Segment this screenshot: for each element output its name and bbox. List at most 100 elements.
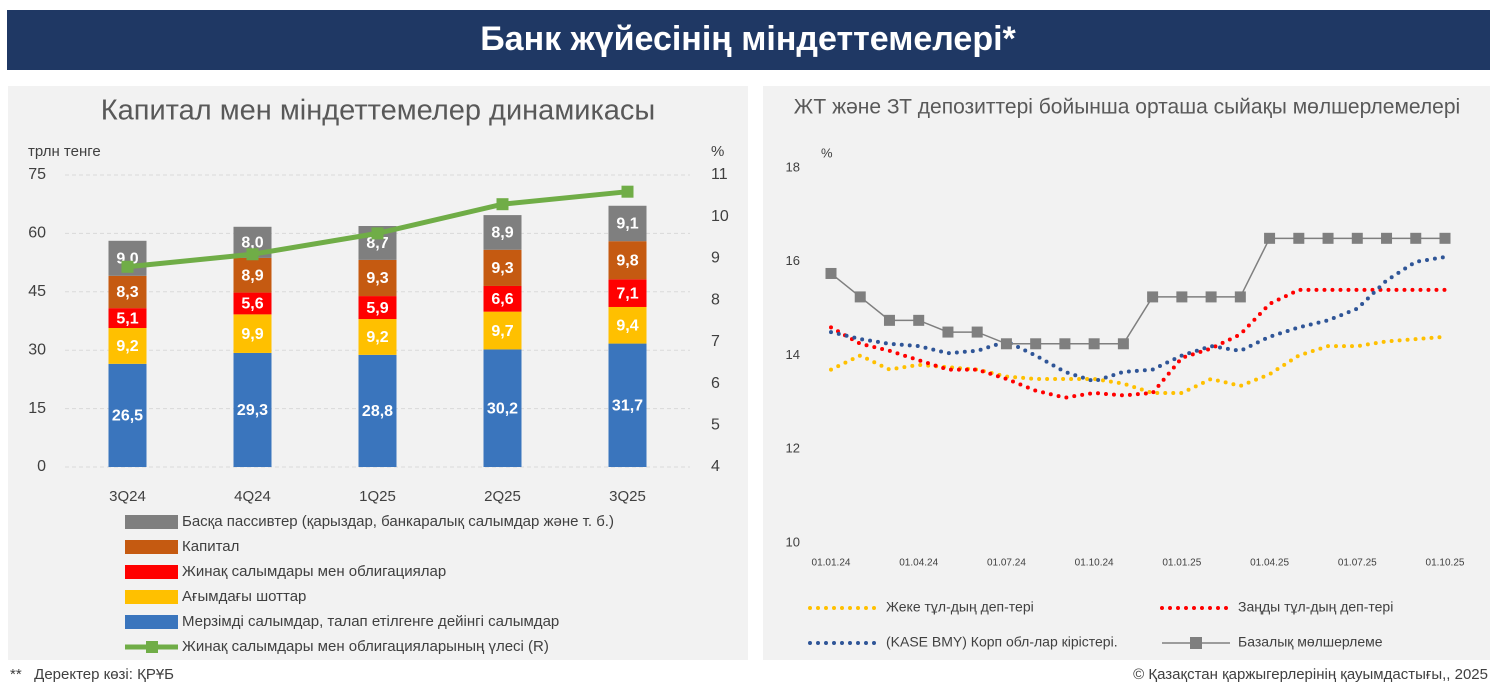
header-title: Банк жүйесінің міндеттемелері* (480, 20, 1016, 58)
y2-axis-label: % (711, 143, 724, 160)
x-tick-label: 01.01.25 (1162, 558, 1201, 569)
line-marker (1117, 338, 1129, 350)
line-marker (1059, 338, 1071, 350)
line-marker (1381, 232, 1393, 244)
line-marker (1293, 232, 1305, 244)
y-tick-label: 60 (28, 225, 46, 242)
line (829, 255, 1447, 384)
x-tick-label: 3Q25 (609, 488, 646, 505)
line-marker (496, 198, 509, 211)
line-marker (1351, 232, 1363, 244)
legend-label: Заңды тұл-дың деп-тері (1238, 599, 1393, 615)
bar-segment (483, 349, 522, 467)
bar-segment (483, 311, 522, 350)
line-marker (1030, 338, 1042, 350)
y-tick-label: 30 (28, 341, 46, 358)
line-marker (942, 326, 954, 338)
bar-segment (108, 275, 147, 309)
bar-segment (233, 257, 272, 293)
line (830, 237, 1445, 345)
right-panel (763, 86, 1490, 660)
y-axis-label: трлн тенге (28, 143, 101, 160)
line-marker (1147, 291, 1159, 303)
value-label: 8,3 (116, 284, 138, 301)
footer-source: ** Деректер көзі: ҚРҰБ (10, 666, 174, 683)
value-label: 9,3 (491, 260, 513, 277)
value-label: 5,6 (241, 296, 263, 313)
y2-tick-label: 8 (711, 291, 720, 308)
value-label: 9,4 (616, 318, 638, 335)
legend-swatch (125, 590, 178, 604)
chart-title: ЖТ және ЗТ депозиттері бойынша орташа сы… (794, 96, 1460, 119)
legend-swatch (125, 515, 178, 529)
value-label: 9,1 (616, 216, 638, 233)
legend-label: Капитал (182, 538, 239, 555)
line-marker (883, 314, 895, 326)
x-tick-label: 01.04.25 (1250, 558, 1289, 569)
bar-segment (358, 319, 397, 355)
value-label: 7,1 (616, 285, 638, 302)
legend-label: Базалық мөлшерлеме (1238, 634, 1383, 650)
y-tick-label: 14 (786, 347, 800, 362)
value-label: 9,2 (116, 338, 138, 355)
bar-segment (358, 296, 397, 320)
line-marker (1000, 338, 1012, 350)
legend-label: Басқа пассивтер (қарыздар, банкаралық са… (182, 513, 614, 530)
bar-segment (358, 354, 397, 467)
value-label: 28,8 (362, 403, 393, 420)
line-marker (1410, 232, 1422, 244)
bar-segment (108, 328, 147, 364)
y2-tick-label: 11 (711, 166, 728, 183)
value-label: 5,1 (116, 310, 138, 327)
x-tick-label: 01.10.25 (1426, 558, 1465, 569)
legend-label: (KASE BMY) Корп обл-лар кірістері. (886, 634, 1118, 650)
legend-label: Жинақ салымдары мен облигацияларының үле… (182, 638, 549, 655)
line-marker (246, 248, 259, 261)
bar-segment (233, 292, 272, 315)
value-label: 9,3 (366, 270, 388, 287)
value-label: 29,3 (237, 402, 268, 419)
y2-tick-label: 4 (711, 458, 720, 475)
value-label: 8,0 (241, 235, 263, 252)
bar-segment (358, 259, 397, 297)
bar-segment (608, 343, 647, 467)
line-marker (1322, 232, 1334, 244)
line-marker (1205, 291, 1217, 303)
value-label: 5,9 (366, 300, 388, 317)
line-marker (621, 185, 634, 198)
y-tick-label: 16 (786, 253, 800, 268)
y-tick-label: 45 (28, 283, 46, 300)
chart-title: Капитал мен міндеттемелер динамикасы (101, 95, 656, 127)
y2-tick-label: 10 (711, 208, 729, 225)
line (829, 287, 1447, 400)
y-tick-label: 10 (786, 534, 800, 549)
value-label: 6,6 (491, 291, 513, 308)
y2-tick-label: 6 (711, 375, 720, 392)
bar-segment (608, 306, 647, 344)
legend-label: Мерзімді салымдар, талап етілгенге дейін… (182, 613, 559, 630)
bar-segment (108, 308, 147, 329)
legend-swatch (125, 615, 178, 629)
x-tick-label: 3Q24 (109, 488, 146, 505)
value-label: 9,9 (241, 326, 263, 343)
bar-segment (608, 205, 647, 242)
header-bar (7, 10, 1490, 70)
legend-label: Жеке тұл-дың деп-тері (886, 599, 1034, 615)
x-tick-label: 01.07.24 (987, 558, 1026, 569)
value-label: 8,9 (241, 267, 263, 284)
value-label: 9,2 (366, 329, 388, 346)
bar-segment (483, 215, 522, 250)
y2-tick-label: 7 (711, 333, 720, 350)
value-label: 30,2 (487, 400, 518, 417)
bar-segment (108, 363, 147, 467)
legend-swatch (146, 641, 158, 653)
y2-tick-label: 5 (711, 417, 720, 434)
y-tick-label: 15 (28, 400, 46, 417)
value-label: 8,7 (366, 235, 388, 252)
value-label: 31,7 (612, 398, 643, 415)
y-tick-label: 0 (37, 458, 46, 475)
x-tick-label: 01.07.25 (1338, 558, 1377, 569)
line-marker (825, 267, 837, 279)
bar-segment (483, 249, 522, 286)
